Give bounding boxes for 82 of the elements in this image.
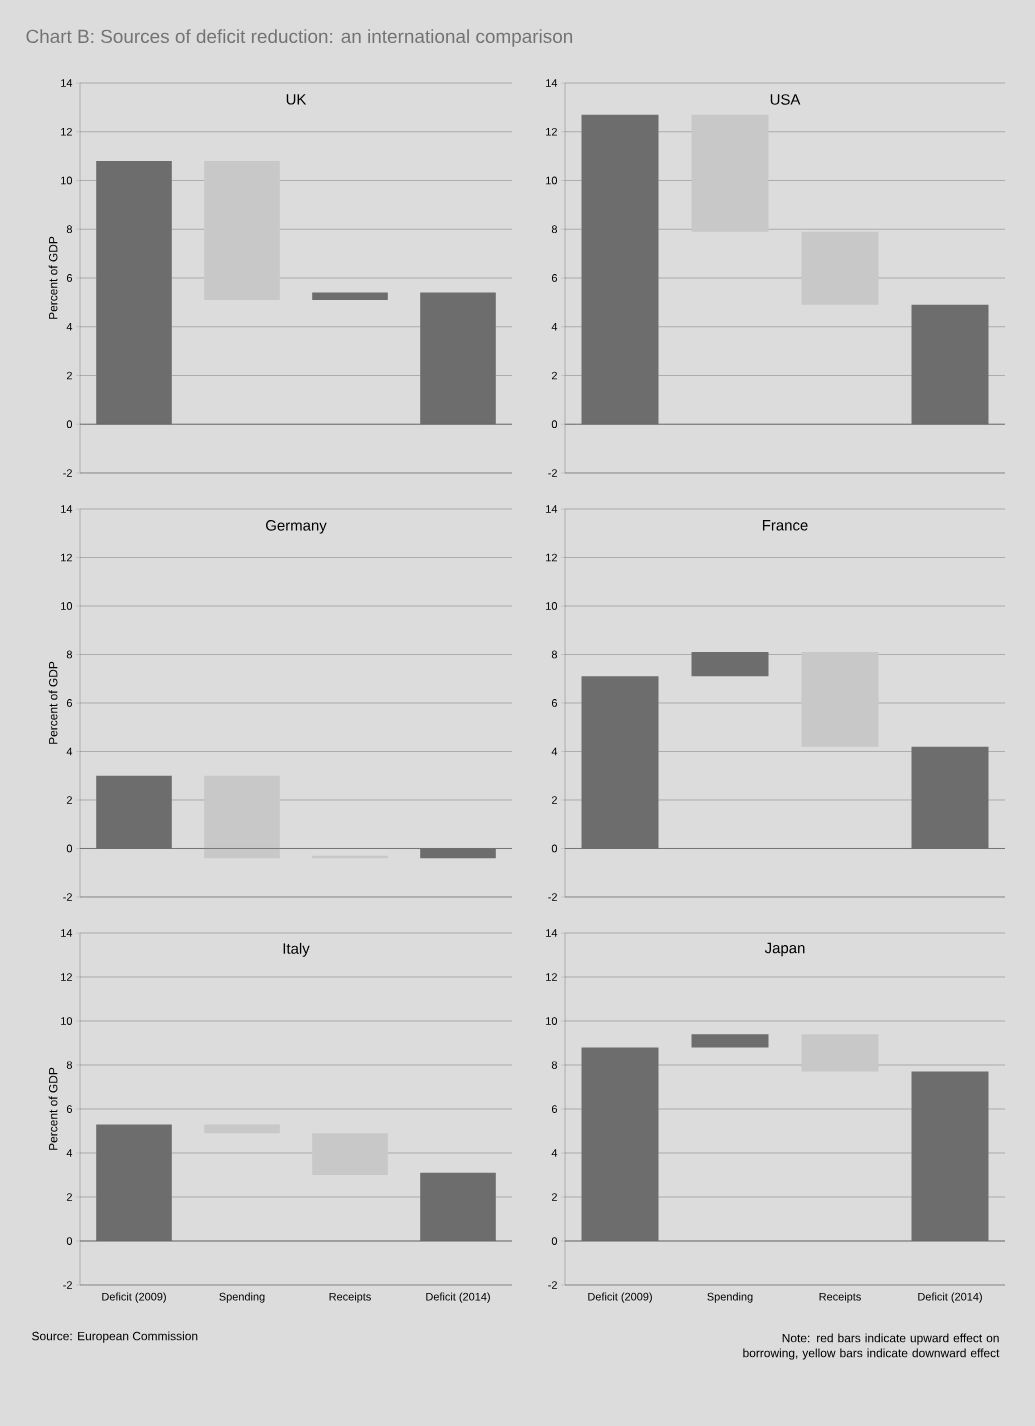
y-tick-label: 12 xyxy=(61,553,72,562)
x-tick-label: Deficit (2014) xyxy=(918,1292,982,1303)
bar xyxy=(691,114,769,232)
x-tick-label: Deficit (2014) xyxy=(426,1292,490,1303)
y-tick-label: -2 xyxy=(548,469,557,477)
text: Japan xyxy=(764,942,805,957)
y-tick-label: 10 xyxy=(61,602,73,610)
x-tick-label: Spending xyxy=(707,1292,753,1303)
y-tick-label: 10 xyxy=(546,176,558,185)
y-tick-label: 10 xyxy=(61,176,73,185)
text: Note: red bars indicate upward effect on borrowing, yellow bars indicate downward effect xyxy=(743,1333,1000,1360)
y-tick-label: 6 xyxy=(66,699,72,707)
bar xyxy=(312,1133,388,1175)
bar xyxy=(204,775,280,859)
y-tick-label: 8 xyxy=(551,225,557,234)
y-tick-label: 2 xyxy=(551,1193,557,1201)
y-tick-label: 4 xyxy=(551,1149,558,1157)
y-tick-label: 14 xyxy=(546,929,558,937)
chart-title: Chart B: Sources of deficit reduction: an international comparison xyxy=(26,29,573,47)
y-tick-label: 10 xyxy=(61,1017,73,1025)
y-tick-label: 14 xyxy=(61,505,73,513)
y-tick-label: 8 xyxy=(551,1061,557,1069)
y-tick-label: 14 xyxy=(61,79,73,87)
y-tick-label: 10 xyxy=(546,1017,558,1025)
y-tick-label: 12 xyxy=(61,973,72,981)
bar xyxy=(691,1034,769,1048)
y-tick-label: -2 xyxy=(63,469,72,477)
y-tick-label: 4 xyxy=(551,322,558,331)
y-tick-label: 14 xyxy=(546,505,558,513)
x-tick-label: Spending xyxy=(219,1292,265,1303)
y-tick-label: 0 xyxy=(66,1237,73,1245)
y-tick-label: -2 xyxy=(63,893,72,901)
y-tick-label: 12 xyxy=(546,553,557,562)
text: UK xyxy=(286,94,307,105)
y-tick-label: 8 xyxy=(551,650,557,659)
y-tick-label: 6 xyxy=(551,274,557,282)
y-axis-title: Percent of GDP xyxy=(48,1067,58,1150)
bar xyxy=(801,652,879,747)
source-note: Source: European Commission xyxy=(32,1331,198,1343)
y-tick-label: 2 xyxy=(66,1193,72,1201)
x-tick-label: Deficit (2009) xyxy=(588,1292,652,1303)
text: Italy xyxy=(283,942,310,957)
y-tick-label: -2 xyxy=(63,1281,72,1289)
y-tick-label: 12 xyxy=(546,127,557,136)
y-tick-label: 2 xyxy=(66,796,72,804)
y-tick-label: 2 xyxy=(551,371,557,380)
y-tick-label: 0 xyxy=(66,420,73,429)
y-tick-label: 14 xyxy=(61,929,73,937)
bar xyxy=(801,231,879,305)
y-tick-label: 8 xyxy=(66,225,72,234)
y-tick-label: -2 xyxy=(548,1281,557,1289)
text: USA xyxy=(770,94,801,105)
bar xyxy=(801,1034,879,1072)
y-tick-label: 4 xyxy=(66,1149,73,1157)
y-tick-label: 8 xyxy=(66,650,72,659)
y-tick-label: 0 xyxy=(551,844,558,853)
y-tick-label: 2 xyxy=(551,796,557,804)
y-tick-label: 4 xyxy=(551,747,558,756)
y-tick-label: 0 xyxy=(551,1237,558,1245)
text: Germany xyxy=(266,520,327,534)
y-tick-label: 0 xyxy=(66,844,73,853)
x-tick-label: Receipts xyxy=(329,1292,371,1303)
y-tick-label: 12 xyxy=(61,127,72,136)
x-tick-label: Deficit (2009) xyxy=(102,1292,166,1303)
y-tick-label: -2 xyxy=(548,893,557,901)
y-tick-label: 6 xyxy=(66,274,72,282)
y-axis-title: Percent of GDP xyxy=(48,236,58,319)
y-tick-label: 6 xyxy=(551,1105,557,1113)
text: France xyxy=(762,520,808,531)
y-tick-label: 6 xyxy=(66,1105,72,1113)
y-tick-label: 6 xyxy=(551,699,557,707)
bar xyxy=(691,652,769,677)
y-tick-label: 0 xyxy=(551,420,558,429)
y-tick-label: 8 xyxy=(66,1061,72,1069)
y-tick-label: 2 xyxy=(66,371,72,380)
y-tick-label: 14 xyxy=(546,79,558,87)
y-tick-label: 4 xyxy=(66,322,73,331)
y-axis-title: Percent of GDP xyxy=(48,661,58,744)
x-tick-label: Receipts xyxy=(819,1292,861,1303)
y-tick-label: 4 xyxy=(66,747,73,756)
y-tick-label: 10 xyxy=(546,602,558,610)
y-tick-label: 12 xyxy=(546,973,557,981)
